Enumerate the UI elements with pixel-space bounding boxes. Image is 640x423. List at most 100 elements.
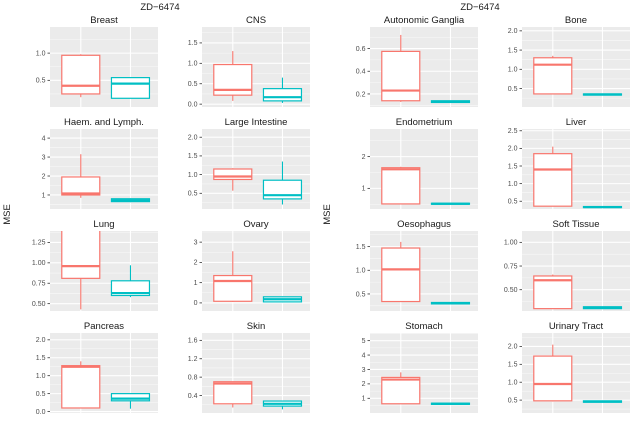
y-tick-label: 2 bbox=[362, 381, 366, 388]
facet-title: Stomach bbox=[405, 321, 443, 332]
y-tick-label: 1.5 bbox=[356, 244, 366, 251]
boxplot-cyan bbox=[262, 296, 303, 303]
facet-haem-and-lymph: Haem. and Lymph. 1 2 3 4 bbox=[14, 116, 160, 210]
facet-title: Endometrium bbox=[396, 117, 453, 128]
box bbox=[533, 355, 573, 402]
boxplots bbox=[61, 231, 151, 310]
facet-title: Oesophagus bbox=[397, 219, 451, 230]
y-tick-label: 1.00 bbox=[32, 260, 46, 267]
y-tick-label: 0.5 bbox=[508, 199, 518, 206]
y-tick-label: 1.5 bbox=[508, 47, 518, 54]
y-tick-label: 0.4 bbox=[188, 393, 198, 400]
y-tick-label: 1.00 bbox=[504, 240, 518, 247]
facet-panel: Lung 0.50 0.75 1.00 1.25 bbox=[32, 219, 158, 311]
facet-title: Soft Tissue bbox=[553, 219, 600, 230]
y-tick-label: 0.4 bbox=[356, 69, 366, 76]
y-tick-label: 1.5 bbox=[508, 163, 518, 170]
boxplot-red bbox=[61, 231, 101, 310]
y-tick-label: 0.5 bbox=[508, 397, 518, 404]
y-tick-label: 4 bbox=[42, 135, 46, 142]
boxplot-red bbox=[381, 166, 421, 205]
y-tick-label: 0.2 bbox=[356, 91, 366, 98]
box bbox=[213, 274, 253, 302]
facet-skin: Skin 0.4 0.8 1.2 1.6 bbox=[166, 320, 312, 414]
y-tick-label: 0.5 bbox=[36, 391, 46, 398]
y-axis-label: MSE bbox=[0, 14, 14, 414]
facet-ovary: Ovary 0 1 2 3 bbox=[166, 218, 312, 312]
boxplots bbox=[213, 381, 303, 410]
facet-stomach: Stomach 1 2 3 4 5 bbox=[334, 320, 480, 414]
facet-large-intestine: Large Intestine 0.5 1.0 1.5 2.0 bbox=[166, 116, 312, 210]
boxplot-cyan bbox=[262, 400, 303, 410]
box bbox=[61, 54, 101, 95]
y-tick-label: 1.6 bbox=[188, 338, 198, 345]
boxplot-red bbox=[381, 241, 421, 303]
y-tick-label: 1.0 bbox=[36, 373, 46, 380]
boxplot-cyan bbox=[262, 77, 303, 103]
y-tick-label: 1.0 bbox=[508, 67, 518, 74]
boxplot-cyan bbox=[582, 93, 623, 96]
facet-title: Liver bbox=[566, 117, 587, 128]
boxplot-red bbox=[213, 51, 253, 101]
y-tick-label: 0.6 bbox=[356, 46, 366, 53]
box bbox=[533, 153, 573, 207]
y-tick-label: 1.0 bbox=[508, 380, 518, 387]
facet-title: Autonomic Ganglia bbox=[384, 15, 465, 26]
y-tick-label: 3 bbox=[362, 367, 366, 374]
boxplots bbox=[381, 34, 471, 104]
facet-panel: Urinary Tract 0.5 1.0 1.5 2.0 bbox=[508, 321, 630, 413]
box bbox=[61, 231, 101, 279]
y-tick-label: 5 bbox=[362, 338, 366, 345]
facet-autonomic-ganglia: Autonomic Ganglia 0.2 0.4 0.6 bbox=[334, 14, 480, 108]
y-tick-label: 0.50 bbox=[32, 301, 46, 308]
y-tick-label: 1.2 bbox=[188, 356, 198, 363]
boxplots bbox=[533, 344, 623, 403]
facet-title: CNS bbox=[246, 15, 266, 26]
boxplots bbox=[213, 51, 303, 103]
boxplot-red bbox=[61, 54, 101, 98]
facet-grid-left: Breast 0.5 1.0 CNS 0.0 0.5 1.0 1.5 Haem. and Lym… bbox=[14, 14, 312, 414]
boxplot-red bbox=[61, 361, 101, 409]
facet-panel: Pancreas 0.0 0.5 1.0 1.5 2.0 bbox=[36, 321, 158, 414]
boxplot-cyan bbox=[430, 202, 471, 205]
boxplots bbox=[533, 146, 623, 209]
y-tick-label: 2 bbox=[194, 260, 198, 267]
boxplot-red bbox=[381, 34, 421, 102]
facet-panel: Liver 0.5 1.0 1.5 2.0 2.5 bbox=[508, 117, 630, 209]
y-tick-label: 0.5 bbox=[188, 191, 198, 198]
facet-urinary-tract: Urinary Tract 0.5 1.0 1.5 2.0 bbox=[486, 320, 632, 414]
y-tick-label: 1 bbox=[42, 192, 46, 199]
facet-panel: Haem. and Lymph. 1 2 3 4 bbox=[42, 117, 158, 209]
boxplot-cyan bbox=[110, 77, 151, 99]
y-tick-label: 2 bbox=[362, 154, 366, 161]
boxplots bbox=[381, 241, 471, 305]
facet-soft-tissue: Soft Tissue 0.50 0.75 1.00 bbox=[486, 218, 632, 312]
boxplot-cyan bbox=[582, 306, 623, 310]
boxplot-red bbox=[381, 372, 421, 405]
box bbox=[381, 247, 421, 303]
box bbox=[110, 77, 151, 99]
box bbox=[61, 176, 101, 196]
facet-panel: Endometrium 1 2 bbox=[362, 117, 478, 209]
facet-panel: Ovary 0 1 2 3 bbox=[194, 219, 310, 311]
boxplot-red bbox=[61, 154, 101, 198]
facet-panel: Bone 0.5 1.0 1.5 2.0 bbox=[508, 15, 630, 107]
y-tick-label: 3 bbox=[194, 239, 198, 246]
boxplot-cyan bbox=[582, 205, 623, 209]
facet-breast: Breast 0.5 1.0 bbox=[14, 14, 160, 108]
panel-background bbox=[50, 129, 158, 209]
facet-oesophagus: Oesophagus 0.5 1.0 1.5 bbox=[334, 218, 480, 312]
chart-right: ZD−6474 MSE Autonomic Ganglia 0.2 0.4 0.6 Bo… bbox=[320, 0, 640, 423]
y-tick-label: 2.0 bbox=[508, 146, 518, 153]
facet-panel: Large Intestine 0.5 1.0 1.5 2.0 bbox=[188, 117, 310, 209]
chart-title: ZD−6474 bbox=[140, 2, 180, 13]
facet-panel: Autonomic Ganglia 0.2 0.4 0.6 bbox=[356, 15, 478, 107]
facet-panel: Soft Tissue 0.50 0.75 1.00 bbox=[504, 219, 630, 311]
chart-body-right: MSE Autonomic Ganglia 0.2 0.4 0.6 Bone 0.5 1.0… bbox=[320, 14, 640, 414]
y-tick-label: 0.0 bbox=[188, 101, 198, 108]
boxplots bbox=[381, 372, 471, 405]
y-tick-label: 1.0 bbox=[356, 268, 366, 275]
y-tick-label: 0.5 bbox=[36, 78, 46, 85]
facet-panel: Oesophagus 0.5 1.0 1.5 bbox=[356, 219, 478, 311]
boxplot-cyan bbox=[582, 400, 623, 403]
